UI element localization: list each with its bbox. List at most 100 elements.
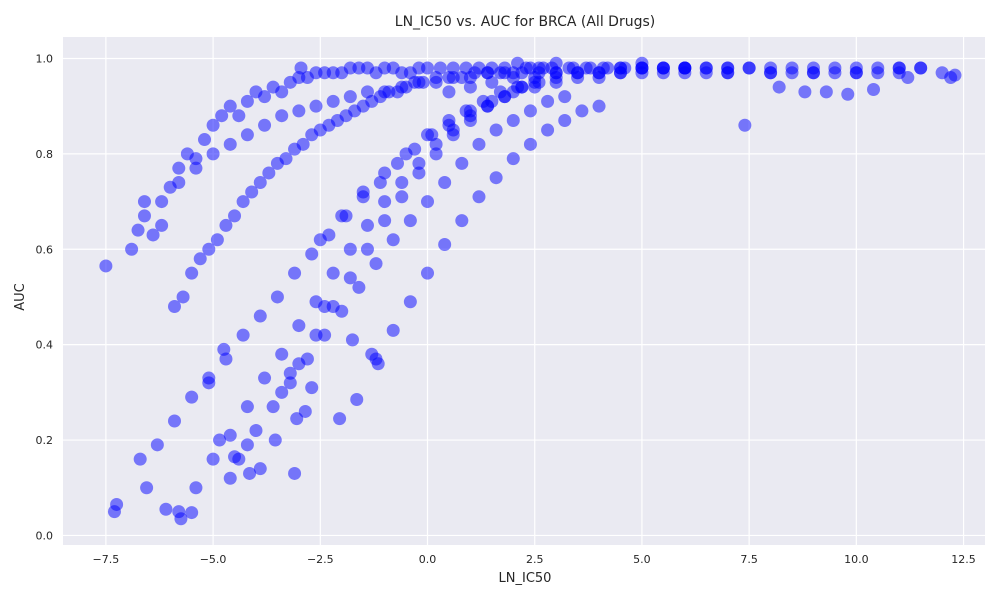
data-point (378, 85, 392, 99)
data-point (345, 333, 359, 347)
data-point (210, 233, 224, 247)
data-point (172, 161, 186, 175)
data-point (305, 381, 319, 395)
data-point (236, 195, 250, 209)
data-point (772, 80, 786, 94)
data-point (215, 109, 229, 123)
data-point (258, 118, 272, 132)
x-tick-label: 12.5 (951, 553, 976, 566)
data-point (110, 497, 124, 511)
data-point (395, 80, 409, 94)
data-point (223, 471, 237, 485)
x-tick-label: 2.5 (526, 553, 544, 566)
data-point (253, 309, 267, 323)
data-point (258, 90, 272, 104)
data-point (275, 85, 289, 99)
data-point (506, 71, 520, 85)
data-point (268, 433, 282, 447)
chart-title: LN_IC50 vs. AUC for BRCA (All Drugs) (395, 14, 655, 30)
data-point (283, 366, 297, 380)
data-point (506, 152, 520, 166)
data-point (403, 214, 417, 228)
data-point (275, 385, 289, 399)
y-tick-label: 1.0 (36, 52, 54, 65)
data-point (506, 113, 520, 127)
data-point (442, 85, 456, 99)
data-point (176, 290, 190, 304)
data-point (421, 195, 435, 209)
data-point (369, 257, 383, 271)
x-tick-label: 10.0 (844, 553, 869, 566)
data-point (245, 185, 259, 199)
data-point (223, 428, 237, 442)
data-point (390, 156, 404, 170)
y-tick-label: 0.2 (36, 434, 54, 447)
data-point (528, 71, 542, 85)
data-point (446, 128, 460, 142)
data-point (266, 400, 280, 414)
data-point (523, 104, 537, 118)
data-point (240, 400, 254, 414)
data-point (472, 137, 486, 151)
data-point (558, 90, 572, 104)
y-axis-label: AUC (13, 283, 28, 311)
data-points (99, 56, 962, 526)
x-tick-label: 0.0 (419, 553, 437, 566)
data-point (217, 342, 231, 356)
data-point (463, 104, 477, 118)
data-point (489, 123, 503, 137)
data-point (412, 166, 426, 180)
x-tick-label: 7.5 (740, 553, 758, 566)
data-point (137, 195, 151, 209)
data-point (785, 61, 799, 75)
data-point (213, 433, 227, 447)
data-point (309, 328, 323, 342)
data-point (206, 147, 220, 161)
grid-lines (63, 37, 985, 545)
data-point (155, 195, 169, 209)
data-point (429, 137, 443, 151)
data-point (575, 104, 589, 118)
data-point (365, 347, 379, 361)
data-point (167, 300, 181, 314)
data-point (236, 328, 250, 342)
data-point (343, 242, 357, 256)
data-point (592, 66, 606, 80)
y-tick-label: 0.8 (36, 148, 54, 161)
data-point (137, 209, 151, 223)
data-point (228, 450, 242, 464)
data-point (592, 99, 606, 113)
data-point (828, 61, 842, 75)
data-point (206, 452, 220, 466)
data-point (455, 156, 469, 170)
data-point (155, 218, 169, 232)
data-point (305, 247, 319, 261)
data-point (275, 109, 289, 123)
data-point (131, 223, 145, 237)
data-point (292, 104, 306, 118)
data-point (202, 242, 216, 256)
data-point (429, 75, 443, 89)
data-point (841, 87, 855, 101)
data-point (202, 376, 216, 390)
data-point (806, 61, 820, 75)
data-point (243, 466, 257, 480)
data-point (167, 414, 181, 428)
data-point (371, 357, 385, 371)
x-tick-label: −2.5 (307, 553, 334, 566)
data-point (360, 218, 374, 232)
data-point (174, 512, 188, 526)
data-point (386, 233, 400, 247)
data-point (378, 166, 392, 180)
data-point (223, 99, 237, 113)
data-point (463, 71, 477, 85)
data-point (463, 113, 477, 127)
data-point (99, 259, 113, 273)
data-point (421, 128, 435, 142)
data-point (219, 218, 233, 232)
data-point (871, 61, 885, 75)
data-point (699, 61, 713, 75)
data-point (892, 61, 906, 75)
data-point (292, 357, 306, 371)
data-point (764, 61, 778, 75)
